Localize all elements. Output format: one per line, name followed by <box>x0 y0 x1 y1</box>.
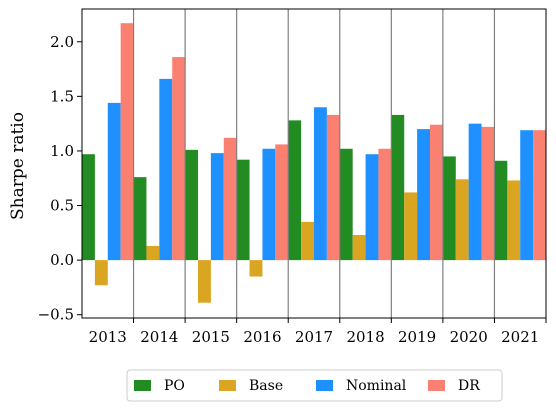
x-tick-label: 2013 <box>89 328 127 346</box>
bar-base-2016 <box>249 260 263 277</box>
bar-po-2013 <box>82 154 95 261</box>
y-tick-label: 1.0 <box>50 142 74 160</box>
bar-nominal-2016 <box>262 148 276 261</box>
legend-label-dr: DR <box>458 378 480 394</box>
bar-dr-2014 <box>172 57 186 261</box>
y-tick-label: 0.5 <box>50 197 74 215</box>
y-tick-label: −0.5 <box>38 306 74 324</box>
bar-po-2015 <box>185 149 198 261</box>
bars-layer <box>82 23 546 303</box>
y-tick-label: 1.5 <box>50 87 74 105</box>
legend-swatch-po <box>134 380 151 391</box>
x-tick-label: 2020 <box>450 328 488 346</box>
x-tick-label: 2014 <box>140 328 178 346</box>
bar-dr-2017 <box>326 114 340 261</box>
bar-nominal-2013 <box>107 102 121 261</box>
legend-label-po: PO <box>164 378 185 394</box>
x-axis: 2013 2014 2015 2016 2017 2018 2019 2020 2021 <box>89 318 547 346</box>
bar-base-2017 <box>301 221 314 261</box>
bar-nominal-2018 <box>365 154 379 261</box>
bar-po-2017 <box>288 120 302 261</box>
bar-base-2013 <box>94 260 108 286</box>
bar-nominal-2014 <box>159 78 173 261</box>
y-tick-label: 2.0 <box>50 33 74 51</box>
x-tick-label: 2018 <box>346 328 384 346</box>
legend-box <box>126 369 503 402</box>
bar-base-2021 <box>507 180 521 261</box>
bar-dr-2018 <box>378 148 392 261</box>
bar-base-2019 <box>404 192 418 261</box>
bar-dr-2019 <box>430 124 443 261</box>
legend-label-base: Base <box>249 378 283 394</box>
x-tick-label: 2021 <box>501 328 539 346</box>
bar-base-2014 <box>146 245 160 261</box>
bar-base-2018 <box>352 235 366 261</box>
bar-dr-2020 <box>481 126 495 261</box>
bar-base-2015 <box>198 260 211 303</box>
bar-po-2016 <box>236 159 250 261</box>
bar-po-2014 <box>133 177 147 261</box>
y-tick-label: 0.0 <box>50 251 74 269</box>
bar-nominal-2017 <box>314 107 327 261</box>
bar-po-2018 <box>339 148 353 261</box>
legend-swatch-base <box>219 380 236 391</box>
bar-nominal-2019 <box>417 129 430 261</box>
legend-swatch-dr <box>428 380 445 391</box>
bar-dr-2013 <box>120 23 134 261</box>
bar-po-2019 <box>391 114 405 261</box>
x-tick-label: 2017 <box>295 328 333 346</box>
bar-nominal-2021 <box>520 130 534 261</box>
y-axis-title: Sharpe ratio <box>8 112 28 220</box>
bar-dr-2021 <box>533 130 546 261</box>
legend-swatch-nominal <box>316 380 333 391</box>
x-tick-label: 2015 <box>192 328 230 346</box>
bar-dr-2016 <box>275 144 289 261</box>
legend-label-nominal: Nominal <box>346 378 407 394</box>
legend: PO Base Nominal DR <box>126 369 503 402</box>
year-separators <box>132 9 496 318</box>
bar-nominal-2015 <box>210 153 224 261</box>
bar-po-2020 <box>442 156 456 261</box>
x-tick-label: 2016 <box>243 328 281 346</box>
bar-po-2021 <box>494 160 508 261</box>
bar-base-2020 <box>455 179 469 261</box>
plot-frame <box>81 8 547 319</box>
x-tick-label: 2019 <box>398 328 436 346</box>
bar-nominal-2020 <box>468 123 482 261</box>
y-axis: −0.5 0.0 0.5 1.0 1.5 2.0 <box>38 33 82 324</box>
bar-dr-2015 <box>223 137 237 261</box>
